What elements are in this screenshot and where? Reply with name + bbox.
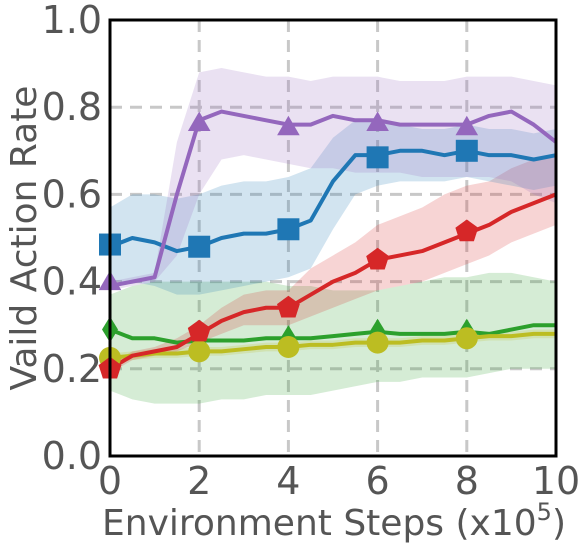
series-line: [109, 109, 558, 288]
y-tick-label: 0.4: [42, 260, 102, 304]
series-marker: [366, 331, 389, 354]
x-axis-title-main: Environment Steps (x10: [102, 503, 537, 544]
y-tick-label: 0.2: [42, 347, 102, 391]
series-band: [110, 272, 556, 404]
series-marker: [188, 340, 211, 363]
x-axis-title: Environment Steps (x105): [102, 498, 566, 544]
x-tick-label: 4: [276, 459, 300, 503]
series-line: [109, 331, 556, 360]
series-line: [108, 192, 557, 371]
series-marker: [277, 218, 300, 241]
series-lines: [108, 109, 558, 371]
series-marker: [188, 235, 211, 258]
series-marker: [187, 111, 211, 131]
x-tick-label: 8: [455, 459, 479, 503]
series-marker: [366, 146, 389, 169]
series-marker: [366, 247, 389, 270]
series-marker: [455, 139, 478, 162]
y-tick-label: 0.6: [42, 172, 102, 216]
y-tick-label: 0.0: [42, 434, 102, 478]
x-tick-label: 10: [532, 459, 580, 503]
x-axis-title-suffix: ): [552, 503, 566, 544]
series-marker: [277, 336, 300, 358]
series-line: [109, 148, 557, 254]
series-marker: [455, 327, 478, 350]
x-tick-label: 2: [187, 459, 211, 503]
plot-frame: [108, 18, 558, 458]
series-marker: [187, 319, 211, 342]
y-tick-label: 1.0: [42, 0, 102, 42]
series-marker: [277, 115, 300, 136]
series-marker: [277, 295, 300, 318]
series-band: [110, 155, 556, 374]
y-tick-label: 0.8: [42, 85, 102, 129]
tick-labels: 0 2 4 6 8 10 0.0 0.2 0.4 0.6 0.8 1.0: [42, 0, 581, 503]
series-marker: [366, 111, 389, 131]
x-tick-label: 6: [366, 459, 390, 503]
series-marker: [455, 219, 479, 242]
x-axis-title-exponent: 5: [537, 498, 552, 526]
series-band: [110, 120, 556, 295]
x-tick-label: 0: [98, 459, 122, 503]
series-marker: [455, 115, 479, 136]
y-axis-title: Vaild Action Rate: [4, 86, 45, 391]
